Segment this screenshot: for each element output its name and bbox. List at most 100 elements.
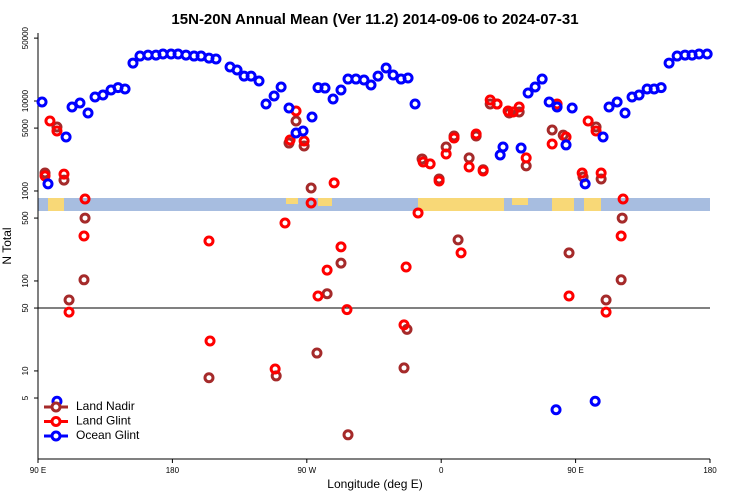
x-tick-label: 90 W bbox=[297, 466, 316, 475]
x-tick-label: 180 bbox=[166, 466, 180, 475]
point bbox=[365, 79, 377, 91]
point bbox=[617, 193, 629, 205]
point bbox=[616, 212, 628, 224]
point bbox=[600, 294, 612, 306]
point bbox=[203, 372, 215, 384]
point bbox=[452, 234, 464, 246]
point bbox=[78, 230, 90, 242]
point bbox=[551, 101, 563, 113]
point bbox=[633, 89, 645, 101]
point bbox=[513, 101, 525, 113]
point bbox=[66, 101, 78, 113]
point bbox=[63, 306, 75, 318]
point bbox=[210, 53, 222, 65]
point bbox=[655, 82, 667, 94]
point bbox=[590, 121, 602, 133]
point bbox=[701, 48, 713, 60]
y-tick-label: 5000 bbox=[21, 119, 30, 137]
point bbox=[463, 152, 475, 164]
legend-label: Ocean Glint bbox=[76, 428, 140, 442]
point bbox=[328, 177, 340, 189]
point bbox=[433, 175, 445, 187]
point bbox=[455, 247, 467, 259]
point bbox=[529, 81, 541, 93]
y-tick-label: 500 bbox=[21, 211, 30, 225]
point bbox=[127, 57, 139, 69]
point bbox=[536, 73, 548, 85]
point bbox=[269, 363, 281, 375]
point bbox=[290, 115, 302, 127]
point bbox=[615, 230, 627, 242]
point bbox=[298, 140, 310, 152]
point bbox=[321, 288, 333, 300]
point bbox=[470, 128, 482, 140]
x-tick-label: 0 bbox=[439, 466, 444, 475]
y-tick-label: 5 bbox=[21, 395, 30, 400]
x-tick-label: 90 E bbox=[30, 466, 46, 475]
point bbox=[97, 89, 109, 101]
y-tick-label: 10 bbox=[21, 366, 30, 375]
point bbox=[513, 106, 525, 118]
point bbox=[312, 290, 324, 302]
point bbox=[597, 131, 609, 143]
point bbox=[342, 429, 354, 441]
point bbox=[611, 96, 623, 108]
point bbox=[231, 64, 243, 76]
legend-marker bbox=[50, 430, 62, 442]
point bbox=[582, 115, 594, 127]
map-strip bbox=[38, 198, 710, 211]
y-tick-label: 10000 bbox=[21, 89, 30, 112]
point bbox=[619, 107, 631, 119]
point bbox=[284, 134, 296, 146]
y-tick-label: 100 bbox=[21, 274, 30, 288]
point bbox=[78, 274, 90, 286]
point bbox=[311, 347, 323, 359]
point bbox=[305, 197, 317, 209]
point bbox=[595, 173, 607, 185]
point bbox=[615, 274, 627, 286]
point bbox=[119, 83, 131, 95]
point bbox=[502, 105, 514, 117]
point bbox=[335, 84, 347, 96]
point bbox=[58, 174, 70, 186]
x-tick-label: 90 E bbox=[567, 466, 583, 475]
point bbox=[275, 81, 287, 93]
point bbox=[402, 72, 414, 84]
point bbox=[497, 141, 509, 153]
point bbox=[203, 235, 215, 247]
point bbox=[550, 404, 562, 416]
point bbox=[380, 62, 392, 74]
y-axis-label: N Total bbox=[0, 227, 14, 264]
point bbox=[448, 132, 460, 144]
point bbox=[82, 107, 94, 119]
point bbox=[560, 139, 572, 151]
point bbox=[283, 102, 295, 114]
point bbox=[603, 101, 615, 113]
point bbox=[51, 121, 63, 133]
legend-marker bbox=[50, 401, 62, 413]
point bbox=[424, 158, 436, 170]
point bbox=[306, 111, 318, 123]
point bbox=[327, 93, 339, 105]
point bbox=[335, 257, 347, 269]
point bbox=[44, 115, 56, 127]
point bbox=[341, 304, 353, 316]
point bbox=[576, 167, 588, 179]
point bbox=[63, 294, 75, 306]
point bbox=[546, 124, 558, 136]
point bbox=[321, 264, 333, 276]
point bbox=[440, 148, 452, 160]
y-tick-label: 1000 bbox=[21, 182, 30, 200]
point bbox=[491, 98, 503, 110]
point bbox=[372, 70, 384, 82]
point bbox=[566, 102, 578, 114]
point bbox=[204, 335, 216, 347]
point bbox=[398, 319, 410, 331]
point bbox=[663, 57, 675, 69]
point bbox=[298, 135, 310, 147]
point bbox=[36, 96, 48, 108]
point bbox=[589, 395, 601, 407]
point bbox=[260, 98, 272, 110]
point bbox=[515, 142, 527, 154]
